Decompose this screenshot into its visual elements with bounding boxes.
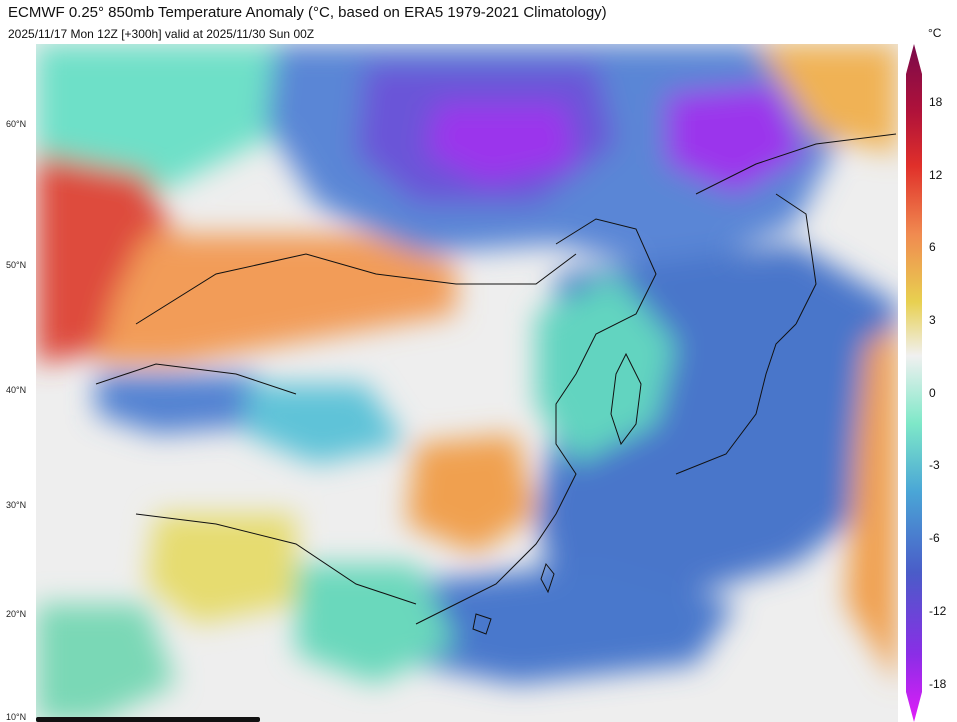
anomaly-region-south-cool [296,564,456,684]
map-title: ECMWF 0.25° 850mb Temperature Anomaly (°… [8,4,607,21]
coastline-korea [610,352,642,446]
anomaly-region-core-siberia [426,104,576,184]
colorbar-tick-18: 18 [929,95,943,109]
lat-label-30n: 30°N [6,500,27,510]
anomaly-region-pacific-warm [846,324,898,684]
temperature-anomaly-map [36,44,898,722]
anomaly-region-scs-cold [396,564,736,684]
lat-label-40n: 40°N [6,385,27,395]
lat-label-20n: 20°N [6,609,27,619]
colorbar-unit: °C [928,26,942,40]
anomaly-region-central-warm [406,434,536,554]
colorbar-tick-0: 0 [929,386,936,400]
colorbar [906,44,922,722]
colorbar-tick-3: 3 [929,313,936,327]
coastlines-and-borders [95,133,897,635]
map-canvas [36,44,898,722]
colorbar-gradient [906,44,922,722]
map-subtitle: 2025/11/17 Mon 12Z [+300h] valid at 2025… [8,27,315,41]
anomaly-region-qaidam-cool [246,384,406,464]
colorbar-tick-neg18: -18 [929,677,947,691]
coastline-kamchatka [775,193,817,325]
map-scale-bar [36,717,260,722]
coastline-east-asia [415,218,657,625]
lat-label-10n: 10°N [6,712,27,722]
coastline-taiwan [540,562,555,594]
border-china-south [135,513,417,605]
anomaly-region-ne-warm [756,44,898,154]
anomaly-region-tarim-cold [96,374,276,434]
lat-label-60n: 60°N [6,119,27,129]
anomaly-region-core-east [666,84,806,194]
anomaly-region-west-warm [96,234,456,364]
border-china-north [135,253,577,325]
colorbar-tick-6: 6 [929,240,936,254]
anomaly-region-sw-cool [36,604,176,722]
colorbar-tick-neg12: -12 [929,604,947,618]
anomaly-region-india-warm [146,514,296,624]
coastline-japan [675,323,797,475]
anomaly-region-east-cool [536,274,676,464]
colorbar-tick-12: 12 [929,168,943,182]
border-central-asia [95,363,297,395]
coastline-russia-north [695,133,897,195]
coastline-hainan [472,613,492,635]
lat-label-50n: 50°N [6,260,27,270]
colorbar-tick-neg3: -3 [929,458,940,472]
anomaly-region-nw-cool [36,44,336,204]
colorbar-tick-neg6: -6 [929,531,940,545]
